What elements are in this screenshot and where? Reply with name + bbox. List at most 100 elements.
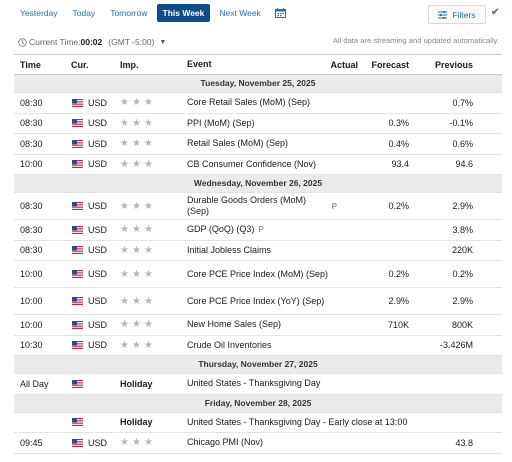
event-name[interactable]: United States - Thanksgiving Day [187, 378, 321, 389]
event-row[interactable]: 10:00 USD ★ ★ ★ Core PCE Price Index (YoY) (S… [14, 288, 502, 315]
event-title[interactable]: CB Consumer Confidence (Nov) [187, 158, 317, 169]
previous-value: 2.9% [452, 201, 473, 211]
holiday-label: Holiday [120, 417, 153, 428]
filters-label: Filters [452, 9, 476, 20]
tab-today[interactable]: Today [66, 4, 102, 22]
filters-button[interactable]: Filters [428, 5, 486, 24]
event-row[interactable]: 10:30 USD ★ ★ ★ Crude Oil Inventories -3.426M [14, 336, 502, 356]
chevron-down-icon[interactable]: ▼ [159, 38, 167, 46]
event-name[interactable]: Crude Oil Inventories [187, 336, 337, 356]
currency-code: USD [88, 159, 108, 170]
event-title[interactable]: PPI (MoM) (Sep) [187, 117, 255, 128]
event-row[interactable]: 09:45 USD ★ ★ ★ Chicago PMI (Nov) 43.8 [14, 433, 502, 454]
event-name[interactable]: Core PCE Price Index (YoY) (Sep) [187, 288, 337, 314]
forecast-value: 93.4 [391, 159, 409, 170]
star-icon: ★ [131, 224, 141, 236]
calendar-icon [275, 8, 287, 18]
actual-value [314, 261, 358, 287]
star-icon: ★ [143, 97, 153, 109]
event-name[interactable]: CB Consumer Confidence (Nov) [187, 155, 337, 175]
us-flag-icon [72, 379, 83, 388]
tab-this-week[interactable]: This Week [156, 4, 211, 22]
event-time: 08:30 [20, 245, 43, 256]
event-row[interactable]: 08:30 USD ★ ★ ★ Core Retail Sales (MoM) (Sep)… [14, 93, 502, 114]
event-title[interactable]: Durable Goods Orders (MoM) (Sep) [187, 195, 307, 216]
event-name[interactable]: Chicago PMI (Nov) [187, 433, 337, 453]
event-time: 09:45 [20, 437, 43, 448]
flag-cell [72, 413, 83, 433]
currency-code: USD [88, 245, 108, 256]
event-time: All Day [20, 378, 49, 389]
event-name[interactable]: Core Retail Sales (MoM) (Sep) [187, 93, 337, 113]
col-currency: Cur. [71, 59, 89, 70]
col-time: Time [20, 59, 41, 70]
event-name[interactable]: GDP (QoQ) (Q3) P [187, 220, 337, 240]
star-icon: ★ [131, 319, 141, 331]
holiday-label: Holiday [120, 378, 153, 389]
event-name[interactable]: New Home Sales (Sep) [187, 315, 337, 335]
forecast-value: 0.2% [388, 201, 409, 211]
event-row[interactable]: 10:00 USD ★ ★ ★ Core PCE Price Index (MoM) (S… [14, 261, 502, 288]
holiday-row[interactable]: Holiday United States - Thanksgiving Day … [14, 413, 502, 433]
event-time: 08:30 [20, 201, 43, 211]
day-header: Wednesday, November 26, 2025 [14, 175, 502, 193]
event-time: 08:30 [20, 97, 43, 108]
star-icon: ★ [120, 200, 129, 212]
star-icon: ★ [120, 117, 129, 129]
event-name[interactable]: United States - Thanksgiving Day - Early… [187, 416, 408, 427]
event-row[interactable]: 10:00 USD ★ ★ ★ CB Consumer Confidence (Nov) 9… [14, 155, 502, 175]
star-icon: ★ [143, 339, 153, 351]
table-header: Time Cur. Imp. Event Actual Forecast Pre… [14, 55, 502, 75]
importance-stars: ★ ★ ★ [120, 241, 156, 261]
calendar-button[interactable] [269, 4, 292, 22]
clock-icon [18, 37, 27, 47]
event-title[interactable]: GDP (QoQ) (Q3) [187, 224, 255, 235]
day-header: Tuesday, November 25, 2025 [14, 75, 502, 93]
forecast-value: 0.2% [388, 269, 409, 279]
col-actual: Actual [330, 59, 358, 70]
tab-tomorrow[interactable]: Tomorrow [104, 4, 154, 22]
col-event: Event [187, 59, 212, 69]
star-icon: ★ [143, 437, 153, 449]
tab-yesterday[interactable]: Yesterday [14, 4, 64, 22]
event-title[interactable]: Initial Jobless Claims [187, 244, 272, 255]
current-time-value: 00:02 [80, 37, 103, 47]
currency-code: USD [88, 138, 108, 149]
event-row[interactable]: 08:30 USD ★ ★ ★ GDP (QoQ) (Q3) P 3.8% [14, 220, 502, 241]
previous-value: 800K [451, 319, 473, 330]
forecast-value [359, 220, 409, 240]
event-row[interactable]: 08:30 USD ★ ★ ★ Retail Sales (MoM) (Sep) 0.4% 0… [14, 134, 502, 155]
event-title[interactable]: Core PCE Price Index (MoM) (Sep) [187, 268, 329, 279]
event-title[interactable]: Chicago PMI (Nov) [187, 437, 264, 448]
event-title[interactable]: Core Retail Sales (MoM) (Sep) [187, 97, 311, 108]
event-row[interactable]: 08:30 USD ★ ★ ★ Durable Goods Orders (MoM) (S… [14, 193, 502, 220]
tab-next-week[interactable]: Next Week [213, 4, 267, 22]
event-name[interactable]: Core PCE Price Index (MoM) (Sep) [187, 261, 337, 287]
currency-code: USD [88, 97, 108, 108]
flag-cell [72, 261, 83, 287]
previous-value: 3.8% [452, 224, 473, 235]
actual-value [314, 288, 358, 314]
flag-cell [72, 93, 83, 113]
timezone-selector[interactable]: (GMT -5:00) [108, 37, 155, 47]
flag-cell [72, 336, 83, 356]
flag-cell [72, 114, 83, 134]
star-icon: ★ [143, 158, 153, 170]
holiday-row[interactable]: All Day Holiday United States - Thanksgivi… [14, 374, 502, 395]
event-title[interactable]: Crude Oil Inventories [187, 339, 272, 350]
filter-icon [438, 10, 448, 19]
event-name[interactable]: Durable Goods Orders (MoM) (Sep) P [187, 193, 337, 219]
event-row[interactable]: 08:30 USD ★ ★ ★ Initial Jobless Claims 220K [14, 241, 502, 261]
event-title[interactable]: Core PCE Price Index (YoY) (Sep) [187, 295, 325, 306]
event-title[interactable]: New Home Sales (Sep) [187, 319, 282, 330]
actual-value [314, 433, 358, 453]
event-row[interactable]: 10:00 USD ★ ★ ★ New Home Sales (Sep) 710K 800K [14, 315, 502, 336]
event-name[interactable]: PPI (MoM) (Sep) [187, 114, 337, 134]
star-icon: ★ [120, 268, 129, 280]
star-icon: ★ [120, 437, 129, 449]
event-title[interactable]: Retail Sales (MoM) (Sep) [187, 138, 289, 149]
event-row[interactable]: 08:30 USD ★ ★ ★ PPI (MoM) (Sep) 0.3% -0.1% [14, 114, 502, 134]
event-name[interactable]: Initial Jobless Claims [187, 241, 337, 261]
event-name[interactable]: Retail Sales (MoM) (Sep) [187, 134, 337, 154]
